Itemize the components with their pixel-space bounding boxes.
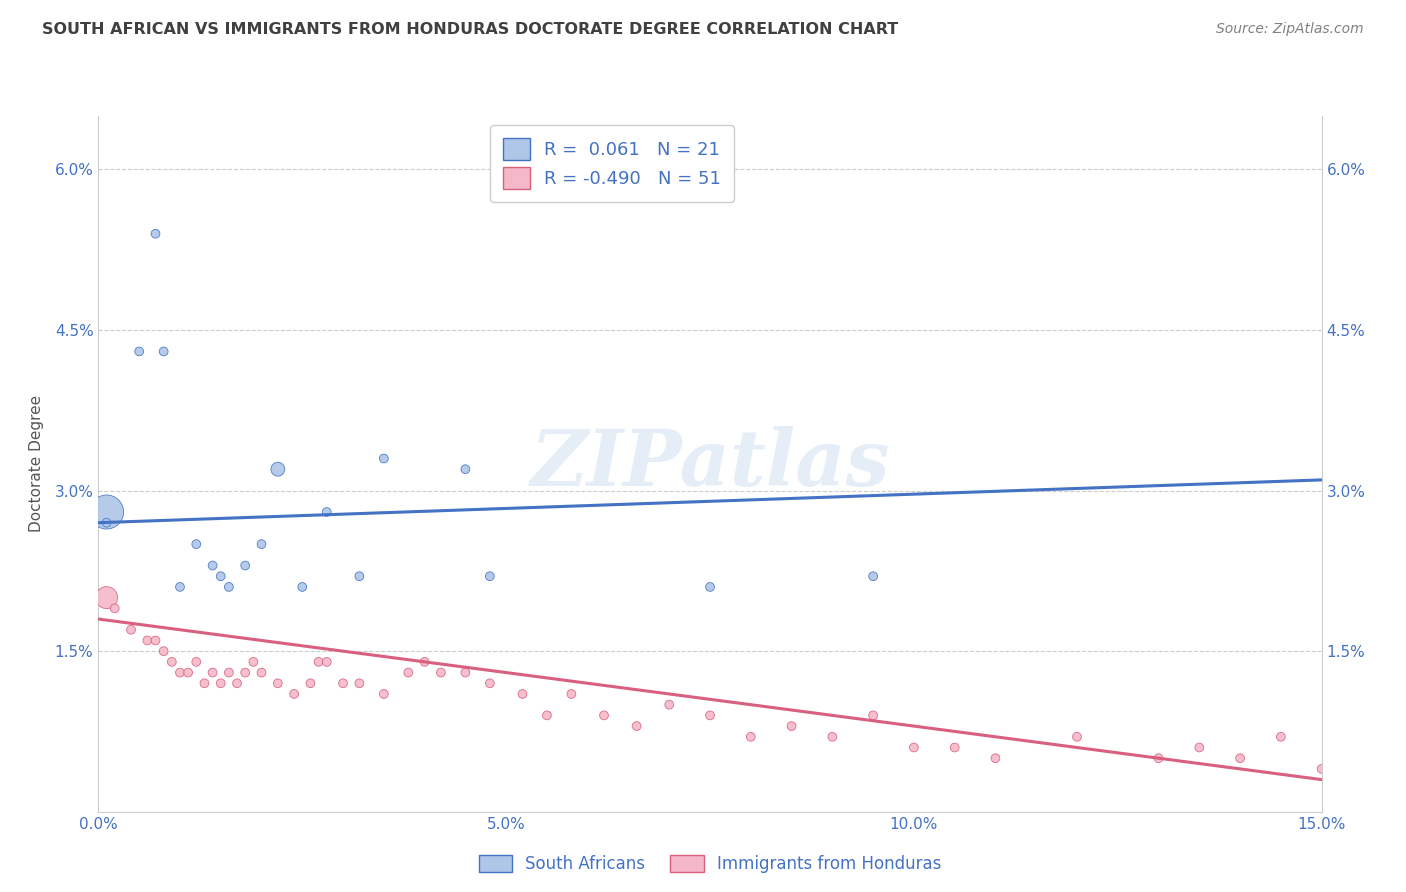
Point	[315, 655, 337, 669]
Point	[169, 580, 191, 594]
Point	[315, 505, 337, 519]
Point	[152, 344, 174, 359]
Point	[626, 719, 648, 733]
Point	[862, 708, 884, 723]
Point	[96, 591, 118, 605]
Point	[218, 665, 240, 680]
Point	[201, 558, 224, 573]
Point	[699, 580, 721, 594]
Point	[512, 687, 534, 701]
Point	[349, 569, 371, 583]
Point	[454, 665, 477, 680]
Point	[560, 687, 582, 701]
Point	[332, 676, 354, 690]
Point	[193, 676, 215, 690]
Point	[740, 730, 762, 744]
Point	[267, 462, 290, 476]
Point	[1147, 751, 1170, 765]
Point	[984, 751, 1007, 765]
Point	[593, 708, 616, 723]
Point	[1270, 730, 1292, 744]
Point	[658, 698, 681, 712]
Point	[291, 580, 314, 594]
Point	[267, 676, 290, 690]
Point	[780, 719, 803, 733]
Point	[1229, 751, 1251, 765]
Point	[413, 655, 436, 669]
Point	[250, 665, 273, 680]
Point	[1188, 740, 1211, 755]
Point	[120, 623, 142, 637]
Point	[209, 676, 232, 690]
Text: Source: ZipAtlas.com: Source: ZipAtlas.com	[1216, 22, 1364, 37]
Point	[233, 665, 256, 680]
Point	[152, 644, 174, 658]
Point	[201, 665, 224, 680]
Legend: South Africans, Immigrants from Honduras: South Africans, Immigrants from Honduras	[472, 848, 948, 880]
Point	[218, 580, 240, 594]
Point	[186, 655, 208, 669]
Point	[821, 730, 844, 744]
Point	[430, 665, 453, 680]
Point	[226, 676, 249, 690]
Point	[177, 665, 200, 680]
Point	[943, 740, 966, 755]
Point	[136, 633, 159, 648]
Point	[169, 665, 191, 680]
Point	[242, 655, 264, 669]
Point	[373, 451, 395, 466]
Point	[283, 687, 305, 701]
Point	[454, 462, 477, 476]
Point	[186, 537, 208, 551]
Point	[250, 537, 273, 551]
Point	[160, 655, 183, 669]
Point	[308, 655, 330, 669]
Point	[233, 558, 256, 573]
Point	[145, 633, 167, 648]
Point	[128, 344, 150, 359]
Point	[699, 708, 721, 723]
Y-axis label: Doctorate Degree: Doctorate Degree	[28, 395, 44, 533]
Point	[96, 505, 118, 519]
Point	[299, 676, 322, 690]
Point	[349, 676, 371, 690]
Point	[536, 708, 558, 723]
Point	[1310, 762, 1333, 776]
Point	[96, 516, 118, 530]
Point	[478, 569, 501, 583]
Point	[104, 601, 127, 615]
Point	[396, 665, 419, 680]
Point	[903, 740, 925, 755]
Point	[478, 676, 501, 690]
Point	[145, 227, 167, 241]
Point	[862, 569, 884, 583]
Text: ZIPatlas: ZIPatlas	[530, 425, 890, 502]
Text: SOUTH AFRICAN VS IMMIGRANTS FROM HONDURAS DOCTORATE DEGREE CORRELATION CHART: SOUTH AFRICAN VS IMMIGRANTS FROM HONDURA…	[42, 22, 898, 37]
Point	[209, 569, 232, 583]
Point	[373, 687, 395, 701]
Point	[1066, 730, 1088, 744]
